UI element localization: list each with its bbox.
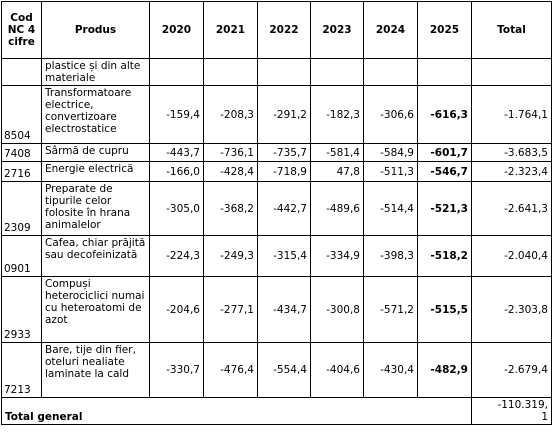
row-total: -2.641,3 [471, 181, 552, 236]
column-header: Cod NC 4 cifre [1, 1, 42, 59]
header-row: Cod NC 4 cifre Produs 2020 2021 2022 2023 2024… [1, 1, 552, 59]
product-name: Compuși heterociclici numai cu heteroato… [41, 276, 150, 343]
year-value: -482,9 [417, 342, 472, 398]
year-value: -224,3 [149, 235, 204, 277]
product-name: Cafea, chiar prăjită sau decofeinizată [41, 235, 150, 277]
year-value: -736,1 [203, 143, 258, 162]
row-total: -3.683,5 [471, 143, 552, 162]
product-code: 2933 [1, 276, 42, 343]
year-value: -571,2 [363, 276, 418, 343]
table-row: 8504 Transformatoare electrice, convertiz… [1, 85, 552, 144]
column-header: Produs [41, 1, 150, 59]
year-value: -334,9 [310, 235, 364, 277]
year-value: -300,8 [310, 276, 364, 343]
year-value: -584,9 [363, 143, 418, 162]
year-value: -305,0 [149, 181, 204, 236]
product-code: 0901 [1, 235, 42, 277]
year-value: -182,3 [310, 85, 364, 144]
year-value: -166,0 [149, 161, 204, 182]
product-name: Bare, tije din fier, oteluri nealiate la… [41, 342, 150, 398]
row-total: -2.040,4 [471, 235, 552, 277]
product-code: 8504 [1, 85, 42, 144]
row-total: -1.764,1 [471, 85, 552, 144]
year-value [310, 58, 364, 86]
year-value: -277,1 [203, 276, 258, 343]
year-value: -291,2 [257, 85, 311, 144]
column-header: 2024 [363, 1, 418, 59]
year-value: -515,5 [417, 276, 472, 343]
table-row: 2309 Preparate de tipurile celor folosite… [1, 181, 552, 236]
row-total: -2.323,4 [471, 161, 552, 182]
year-value: -204,6 [149, 276, 204, 343]
year-value [257, 58, 311, 86]
table-row: 7213 Bare, tije din fier, oteluri nealiat… [1, 342, 552, 398]
column-header: 2022 [257, 1, 311, 59]
year-value: -442,7 [257, 181, 311, 236]
year-value: -315,4 [257, 235, 311, 277]
total-row: Total general -110.319,1 [1, 397, 552, 425]
year-value: -601,7 [417, 143, 472, 162]
year-value: -443,7 [149, 143, 204, 162]
year-value: -330,7 [149, 342, 204, 398]
table-body: plastice și din alte materiale 8504 Transf… [1, 58, 552, 425]
product-name: plastice și din alte materiale [41, 58, 150, 86]
product-name: Energie electrică [41, 161, 150, 182]
year-value: -368,2 [203, 181, 258, 236]
product-code: 2309 [1, 181, 42, 236]
table-row: 0901 Cafea, chiar prăjită sau decofeiniza… [1, 235, 552, 277]
year-value: -428,4 [203, 161, 258, 182]
column-header: Total [471, 1, 552, 59]
year-value [417, 58, 472, 86]
year-value: -718,9 [257, 161, 311, 182]
row-total: -2.679,4 [471, 342, 552, 398]
year-value [203, 58, 258, 86]
row-total: -2.303,8 [471, 276, 552, 343]
column-header: 2023 [310, 1, 364, 59]
year-value: -581,4 [310, 143, 364, 162]
year-value: -476,4 [203, 342, 258, 398]
table-row: 7408 Sârmă de cupru -443,7 -736,1 -735,7 -581… [1, 143, 552, 162]
product-code [1, 58, 42, 86]
table-row: 2933 Compuși heterociclici numai cu heter… [1, 276, 552, 343]
grand-total: -110.319,1 [471, 397, 552, 425]
product-name: Transformatoare electrice, convertizoare… [41, 85, 150, 144]
year-value [149, 58, 204, 86]
column-header: 2021 [203, 1, 258, 59]
year-value: -434,7 [257, 276, 311, 343]
table-row: 2716 Energie electrică -166,0 -428,4 -718,9 4… [1, 161, 552, 182]
year-value: -616,3 [417, 85, 472, 144]
year-value: -430,4 [363, 342, 418, 398]
year-value: -554,4 [257, 342, 311, 398]
year-value [363, 58, 418, 86]
table-row: plastice și din alte materiale [1, 58, 552, 86]
year-value: -208,3 [203, 85, 258, 144]
row-total [471, 58, 552, 86]
year-value: -306,6 [363, 85, 418, 144]
year-value: -249,3 [203, 235, 258, 277]
year-value: -489,6 [310, 181, 364, 236]
year-value: -511,3 [363, 161, 418, 182]
total-label: Total general [1, 397, 472, 425]
year-value: 47,8 [310, 161, 364, 182]
product-name: Sârmă de cupru [41, 143, 150, 162]
year-value: -518,2 [417, 235, 472, 277]
product-code: 7213 [1, 342, 42, 398]
product-code: 7408 [1, 143, 42, 162]
year-value: -404,6 [310, 342, 364, 398]
year-value: -521,3 [417, 181, 472, 236]
year-value: -514,4 [363, 181, 418, 236]
year-value: -398,3 [363, 235, 418, 277]
product-name: Preparate de tipurile celor folosite în … [41, 181, 150, 236]
data-table: Cod NC 4 cifre Produs 2020 2021 2022 2023 2024… [1, 1, 552, 425]
year-value: -159,4 [149, 85, 204, 144]
year-value: -735,7 [257, 143, 311, 162]
column-header: 2020 [149, 1, 204, 59]
product-code: 2716 [1, 161, 42, 182]
year-value: -546,7 [417, 161, 472, 182]
column-header: 2025 [417, 1, 472, 59]
